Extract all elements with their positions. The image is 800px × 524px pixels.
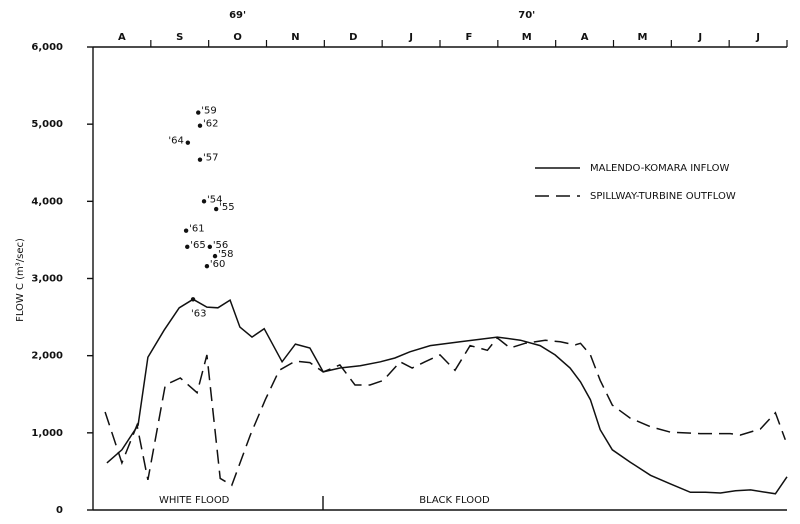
y-tick-label: 0 (56, 505, 63, 516)
legend-label: SPILLWAY-TURBINE OUTFLOW (590, 191, 736, 202)
year-point (185, 244, 190, 250)
year-label: 70' (518, 10, 535, 21)
year-point-label: '65 (190, 240, 205, 251)
month-label: J (697, 32, 702, 43)
year-point (207, 244, 213, 250)
month-label: A (581, 32, 589, 43)
year-point-label: '54 (207, 194, 222, 205)
month-label: O (233, 32, 242, 43)
year-point (196, 110, 201, 115)
year-point-label: '60 (210, 259, 225, 270)
year-point-label: '62 (203, 119, 218, 130)
year-point (213, 206, 219, 212)
flood-label: BLACK FLOOD (419, 495, 490, 506)
y-axis-label: FLOW C (m³/sec) (15, 238, 26, 322)
month-label: N (291, 32, 299, 43)
year-point-label: '63 (191, 308, 206, 319)
y-tick-label: 5,000 (31, 119, 63, 130)
month-label: J (755, 32, 760, 43)
month-label: J (408, 32, 413, 43)
series-line (106, 298, 788, 495)
month-label: S (176, 32, 183, 43)
year-point (201, 199, 207, 204)
year-point (212, 253, 218, 259)
y-tick-label: 3,000 (31, 274, 63, 285)
y-tick-label: 2,000 (31, 351, 63, 362)
flood-label: WHITE FLOOD (159, 495, 230, 506)
year-point-label: '61 (189, 224, 204, 235)
year-point (190, 297, 196, 302)
month-label: D (349, 32, 357, 43)
series-line (104, 336, 787, 487)
year-point-label: '64 (168, 136, 183, 147)
year-label: 69' (229, 10, 246, 21)
month-label: F (465, 32, 472, 43)
month-label: M (522, 32, 532, 43)
year-point-label: '56 (213, 240, 228, 251)
year-point (197, 157, 203, 162)
month-label: A (118, 32, 126, 43)
year-point (183, 228, 189, 233)
y-tick-label: 1,000 (31, 428, 63, 439)
y-tick-label: 6,000 (31, 42, 63, 53)
year-point (204, 263, 210, 269)
year-point (197, 123, 203, 128)
y-tick-label: 4,000 (31, 196, 63, 207)
year-point-label: '57 (203, 153, 218, 164)
month-label: M (637, 32, 647, 43)
legend-label: MALENDO-KOMARA INFLOW (590, 163, 729, 174)
year-point (185, 140, 191, 145)
year-point-label: '58 (218, 249, 233, 260)
year-point-label: '55 (219, 202, 234, 213)
year-point-label: '59 (201, 106, 216, 117)
